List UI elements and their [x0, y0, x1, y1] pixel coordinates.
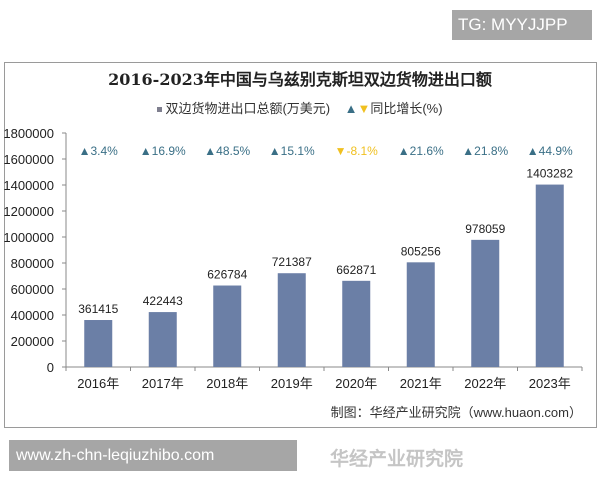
data-label: 805256: [401, 244, 441, 258]
x-tick-label: 2018年: [206, 376, 248, 391]
y-tick-label: 200000: [11, 334, 54, 349]
bar: [277, 273, 306, 367]
bar: [471, 239, 500, 367]
bar: [84, 320, 113, 367]
x-tick-label: 2016年: [77, 376, 119, 391]
data-label: 626784: [207, 268, 247, 282]
y-tick-label: 400000: [11, 308, 54, 323]
data-label: 721387: [272, 255, 312, 269]
x-tick-label: 2020年: [335, 376, 377, 391]
source-note: 制图：华经产业研究院（www.huaon.com）: [330, 405, 582, 420]
legend-bar-label: 双边货物进出口总额(万美元): [165, 101, 331, 116]
growth-label: ▲21.6%: [398, 144, 444, 158]
x-tick-label: 2021年: [400, 376, 442, 391]
data-label: 978059: [465, 222, 505, 236]
y-tick-label: 800000: [11, 256, 54, 271]
y-tick-label: 1400000: [3, 178, 54, 193]
y-tick-label: 1800000: [3, 126, 54, 141]
chart-title: 2016-2023年中国与乌兹别克斯坦双边货物进出口额: [108, 70, 492, 89]
watermark-top: TG: MYYJJPP: [452, 10, 592, 40]
bar: [342, 280, 371, 367]
growth-label: ▲15.1%: [269, 144, 315, 158]
growth-label: ▲21.8%: [462, 144, 508, 158]
data-label: 361415: [78, 302, 118, 316]
x-tick-label: 2022年: [464, 376, 506, 391]
legend: 双边货物进出口总额(万美元) ▲▼同比增长(%): [0, 98, 600, 117]
logo-watermark: 华经产业研究院: [330, 449, 464, 470]
growth-label: ▲3.4%: [79, 144, 119, 158]
chart-frame: [4, 62, 597, 428]
data-label: 1403282: [526, 167, 573, 181]
growth-label: ▲44.9%: [527, 144, 573, 158]
legend-growth-label: 同比增长(%): [370, 101, 443, 116]
bar: [213, 285, 242, 367]
y-tick-label: 1000000: [3, 230, 54, 245]
growth-label: ▼-8.1%: [335, 144, 379, 158]
growth-label: ▲48.5%: [204, 144, 250, 158]
x-tick-label: 2019年: [271, 376, 313, 391]
x-tick-label: 2023年: [529, 376, 571, 391]
y-tick-label: 600000: [11, 282, 54, 297]
y-tick-label: 1600000: [3, 152, 54, 167]
watermark-bottom: www.zh-chn-leqiuzhibo.com: [9, 440, 297, 471]
legend-bar-swatch: [157, 107, 163, 113]
y-tick-label: 0: [47, 360, 54, 375]
data-label: 662871: [336, 263, 376, 277]
bar: [148, 312, 177, 367]
legend-down-icon: ▼: [357, 101, 371, 116]
legend-up-icon: ▲: [344, 101, 358, 116]
y-tick-label: 1200000: [3, 204, 54, 219]
bar: [406, 262, 435, 367]
bar: [535, 184, 564, 367]
x-tick-label: 2017年: [142, 376, 184, 391]
data-label: 422443: [143, 294, 183, 308]
growth-label: ▲16.9%: [140, 144, 186, 158]
